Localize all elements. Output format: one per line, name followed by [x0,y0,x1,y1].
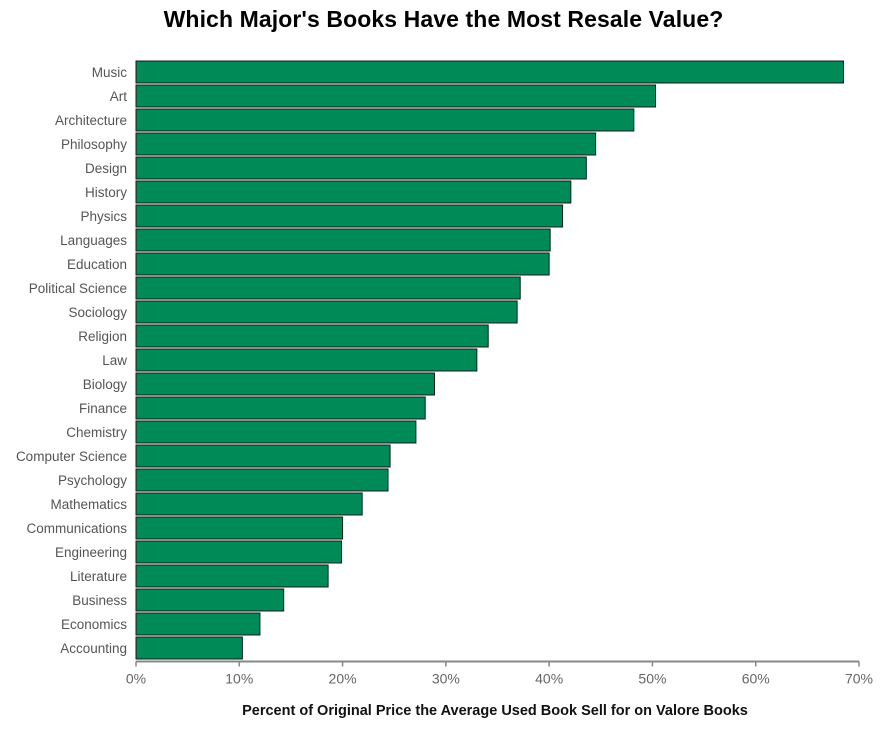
category-label-engineering: Engineering [55,545,127,560]
category-label-law: Law [102,353,127,368]
bar-biology [135,372,435,396]
bar-education [135,252,550,276]
bar-mathematics [135,492,363,516]
category-label-computer-science: Computer Science [16,449,127,464]
category-label-accounting: Accounting [60,641,127,656]
bar-economics [135,612,261,636]
bar-design [135,156,587,180]
bar-business [135,588,285,612]
bar-law [135,348,478,372]
category-label-design: Design [85,161,127,176]
bar-history [135,180,572,204]
x-tick-label: 50% [638,671,666,687]
category-label-education: Education [67,257,127,272]
bar-finance [135,396,426,420]
category-label-business: Business [72,593,127,608]
x-tick-label: 40% [535,671,563,687]
bar-computer-science [135,444,391,468]
bar-architecture [135,108,635,132]
bars [135,60,845,660]
bar-communications [135,516,344,540]
bar-chemistry [135,420,417,444]
x-tick-label: 30% [432,671,460,687]
category-label-music: Music [92,65,128,80]
bar-literature [135,564,329,588]
bar-psychology [135,468,389,492]
bar-music [135,60,845,84]
x-tick-label: 70% [845,671,873,687]
x-axis-label: Percent of Original Price the Average Us… [242,703,748,719]
bar-accounting [135,636,243,660]
category-label-sociology: Sociology [68,305,127,320]
bar-engineering [135,540,343,564]
category-label-communications: Communications [26,521,127,536]
bar-philosophy [135,132,597,156]
x-tick-label: 10% [225,671,253,687]
category-label-literature: Literature [70,569,127,584]
category-label-finance: Finance [79,401,127,416]
x-tick-label: 60% [742,671,770,687]
chart-title: Which Major's Books Have the Most Resale… [163,6,724,32]
category-labels: Music Art Architecture Philosophy Design Hist… [16,65,127,656]
category-label-psychology: Psychology [58,473,127,488]
category-label-mathematics: Mathematics [50,497,127,512]
bar-religion [135,324,489,348]
category-label-architecture: Architecture [55,113,127,128]
bar-sociology [135,300,518,324]
x-tick-label: 0% [126,671,146,687]
bar-art [135,84,657,108]
category-label-history: History [85,185,127,200]
bar-political-science [135,276,521,300]
x-axis: 0% 10% 20% 30% 40% 50% 60% 70% [126,660,873,687]
category-label-religion: Religion [78,329,127,344]
category-label-economics: Economics [61,617,127,632]
category-label-biology: Biology [83,377,128,392]
category-label-languages: Languages [60,233,127,248]
category-label-physics: Physics [80,209,127,224]
category-label-art: Art [110,89,128,104]
category-label-political-science: Political Science [29,281,127,296]
x-tick-label: 20% [329,671,357,687]
bar-languages [135,228,551,252]
bar-physics [135,204,564,228]
category-label-chemistry: Chemistry [66,425,127,440]
category-label-philosophy: Philosophy [61,137,127,152]
